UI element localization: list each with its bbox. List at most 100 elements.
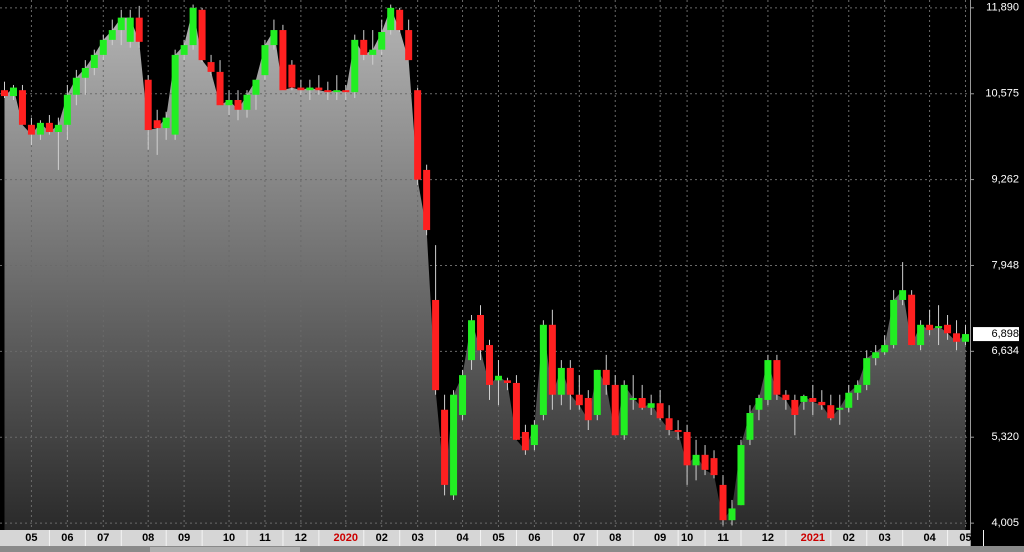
candle-body bbox=[530, 424, 538, 446]
y-tick-label: 9,262 bbox=[991, 173, 1019, 185]
candle-body bbox=[477, 314, 485, 351]
candle-body bbox=[692, 454, 700, 466]
candle-body bbox=[728, 508, 736, 521]
candle-body bbox=[297, 87, 305, 91]
candle-body bbox=[701, 454, 709, 470]
candle-body bbox=[836, 407, 844, 410]
candle-body bbox=[288, 64, 296, 88]
candle-body bbox=[18, 90, 26, 125]
candle-body bbox=[656, 403, 664, 419]
candle-body bbox=[243, 94, 251, 110]
scrollbar[interactable] bbox=[0, 546, 1024, 552]
candle-body bbox=[647, 403, 655, 408]
x-tick-label: 04 bbox=[456, 532, 469, 544]
candle-body bbox=[827, 405, 835, 419]
candle-body bbox=[809, 397, 817, 402]
candle-body bbox=[800, 396, 808, 402]
candle-body bbox=[935, 326, 943, 329]
candle-body bbox=[962, 334, 970, 342]
candle-body bbox=[872, 352, 880, 359]
candle-body bbox=[207, 62, 215, 72]
x-tick-label: 05 bbox=[492, 532, 504, 544]
candle-body bbox=[108, 30, 116, 40]
candle-body bbox=[584, 397, 592, 421]
candle-body bbox=[360, 39, 368, 55]
candle-body bbox=[324, 90, 332, 93]
candle-body bbox=[944, 324, 952, 334]
candle-body bbox=[908, 294, 916, 346]
candle-body bbox=[854, 384, 862, 393]
x-tick-label: 10 bbox=[223, 532, 235, 544]
candle-body bbox=[135, 17, 143, 42]
x-tick-label: 05 bbox=[25, 532, 37, 544]
candle-body bbox=[9, 87, 17, 97]
scrollbar-thumb[interactable] bbox=[150, 547, 300, 552]
x-tick-label: 03 bbox=[412, 532, 424, 544]
candle-body bbox=[180, 45, 188, 55]
y-tick-label: 6,634 bbox=[991, 345, 1019, 357]
last-price-box bbox=[973, 327, 1019, 342]
candle-body bbox=[225, 99, 233, 106]
candle-body bbox=[629, 397, 637, 400]
candle-body bbox=[342, 90, 350, 93]
x-tick-label: 07 bbox=[573, 532, 585, 544]
candle-body bbox=[773, 360, 781, 395]
candle-body bbox=[863, 358, 871, 385]
candle-body bbox=[405, 30, 413, 61]
candle-body bbox=[575, 394, 583, 406]
candle-body bbox=[387, 7, 395, 31]
candle-body bbox=[737, 445, 745, 506]
candle-body bbox=[791, 399, 799, 415]
candle-body bbox=[261, 45, 269, 76]
x-tick-label: 02 bbox=[843, 532, 855, 544]
candle-body bbox=[746, 413, 754, 440]
candle-body bbox=[378, 32, 386, 50]
candle-body bbox=[432, 299, 440, 391]
x-tick-label: 2021 bbox=[801, 532, 825, 544]
candle-body bbox=[468, 320, 476, 361]
candle-body bbox=[369, 49, 377, 55]
candle-body bbox=[450, 394, 458, 496]
candle-body bbox=[953, 333, 961, 342]
candle-body bbox=[306, 87, 314, 91]
x-tick-label: 08 bbox=[142, 532, 154, 544]
candle-body bbox=[234, 99, 242, 110]
x-tick-label: 07 bbox=[97, 532, 109, 544]
candle-body bbox=[459, 375, 467, 415]
candle-body bbox=[162, 117, 170, 129]
y-tick-label: 4,005 bbox=[991, 517, 1019, 529]
y-tick-label: 5,320 bbox=[991, 431, 1019, 443]
y-tick-label: 7,948 bbox=[991, 259, 1019, 271]
candle-body bbox=[126, 17, 134, 42]
candle-body bbox=[396, 9, 404, 31]
last-price-label: 6,898 bbox=[991, 328, 1019, 340]
x-tick-label: 12 bbox=[295, 532, 307, 544]
candle-body bbox=[611, 384, 619, 436]
candle-body bbox=[414, 90, 422, 180]
candle-body bbox=[494, 375, 502, 381]
candle-body bbox=[72, 77, 80, 95]
candle-body bbox=[620, 384, 628, 436]
x-tick-label: 08 bbox=[609, 532, 621, 544]
candle-body bbox=[683, 431, 691, 466]
candle-body bbox=[333, 90, 341, 93]
x-tick-label: 05 bbox=[959, 532, 971, 544]
x-tick-label: 04 bbox=[923, 532, 936, 544]
y-tick-label: 10,575 bbox=[985, 88, 1019, 100]
candle-body bbox=[270, 30, 278, 46]
x-axis-strip bbox=[0, 530, 970, 546]
candle-body bbox=[539, 324, 547, 415]
candle-body bbox=[216, 71, 224, 106]
candle-body bbox=[198, 9, 206, 61]
x-tick-label: 09 bbox=[654, 532, 666, 544]
candle-body bbox=[719, 484, 727, 521]
x-tick-label: 10 bbox=[681, 532, 693, 544]
candle-body bbox=[423, 169, 431, 231]
candle-body bbox=[818, 401, 826, 406]
x-tick-label: 12 bbox=[762, 532, 774, 544]
candle-body bbox=[710, 458, 718, 476]
candle-body bbox=[99, 39, 107, 55]
candle-body bbox=[899, 290, 907, 300]
candle-body bbox=[54, 124, 62, 133]
candle-body bbox=[557, 367, 565, 395]
